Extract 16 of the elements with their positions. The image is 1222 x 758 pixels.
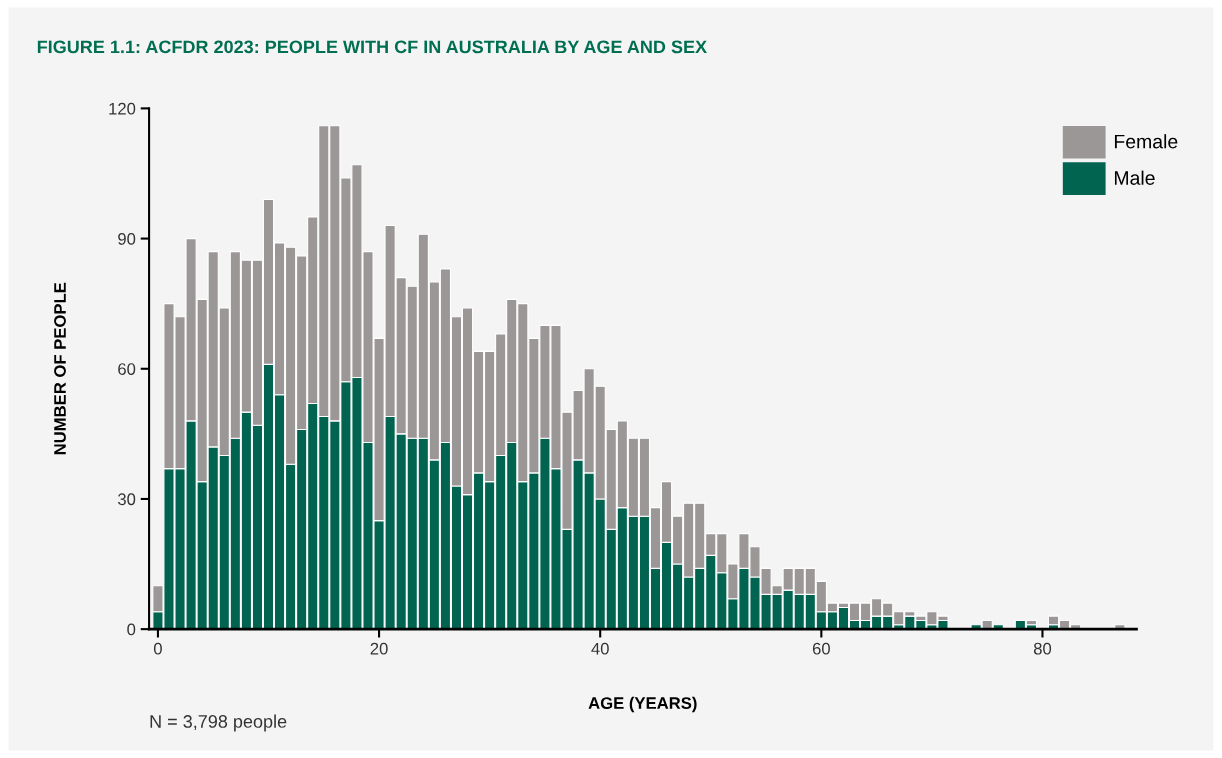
- y-axis-title: NUMBER OF PEOPLE: [54, 282, 66, 455]
- x-tick-label: 60: [812, 642, 830, 655]
- y-tick-label: 90: [118, 232, 136, 245]
- x-tick-label: 0: [153, 642, 162, 655]
- y-tick-label: 0: [127, 623, 136, 636]
- y-tick-label: 60: [118, 363, 136, 375]
- y-tick-label: 120: [109, 102, 136, 115]
- y-tick-label: 30: [117, 493, 136, 506]
- text: N = 3,798 people: [150, 714, 287, 732]
- x-tick-label: 20: [370, 642, 388, 655]
- chart-title: FIGURE 1.1: ACFDR 2023: PEOPLE WITH CF IN AUSTRALIA BY AGE AND SEX: [37, 40, 707, 54]
- x-axis-title: AGE (YEARS): [588, 696, 697, 713]
- x-tick-label: 80: [1033, 642, 1052, 655]
- x-tick-label: 40: [591, 642, 609, 655]
- legend-label: Female: [1114, 134, 1178, 149]
- legend-label: Male: [1114, 170, 1155, 185]
